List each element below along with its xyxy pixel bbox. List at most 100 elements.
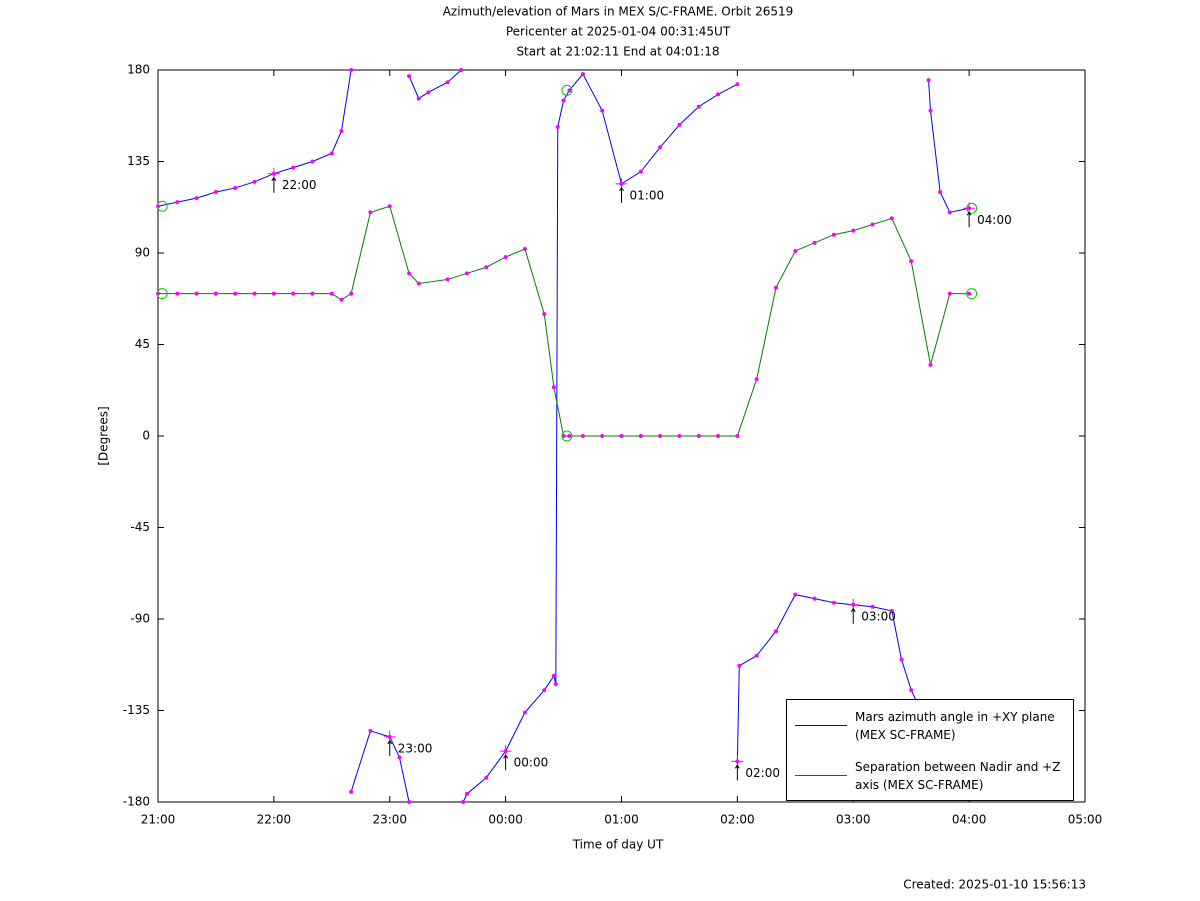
y-tick-label: 45: [135, 337, 150, 351]
annotation-label: 23:00: [398, 741, 433, 755]
point-marker: [465, 271, 469, 276]
point-marker: [339, 297, 344, 302]
point-marker: [542, 688, 547, 693]
point-marker: [329, 291, 334, 296]
point-marker: [567, 88, 572, 93]
annotation-label: 01:00: [630, 188, 665, 202]
legend: Mars azimuth angle in +XY plane (MEX SC-…: [786, 699, 1074, 801]
point-marker: [928, 108, 933, 113]
highlight-circle: [156, 200, 168, 212]
x-tick-label: 21:00: [141, 813, 176, 827]
point-marker: [889, 216, 894, 221]
y-tick-label: 90: [135, 246, 150, 260]
point-marker: [233, 291, 238, 296]
x-tick-label: 23:00: [372, 813, 407, 827]
point-marker: [561, 98, 566, 103]
annotation-arrow: [734, 764, 740, 781]
point-marker: [233, 185, 238, 190]
point-marker: [793, 248, 798, 253]
y-tick-label: 135: [127, 154, 150, 168]
point-marker: [716, 92, 721, 97]
point-marker: [349, 68, 354, 72]
point-marker: [774, 285, 778, 290]
point-marker: [522, 246, 527, 251]
x-tick-label: 22:00: [257, 813, 292, 827]
annotation-arrow: [271, 176, 277, 193]
point-marker: [416, 281, 421, 286]
legend-label: Separation between Nadir and +Z axis (ME…: [855, 760, 1061, 792]
point-marker: [555, 124, 560, 129]
point-marker: [213, 190, 218, 194]
point-marker: [445, 80, 450, 85]
point-marker: [553, 682, 558, 687]
point-marker: [194, 291, 199, 296]
point-marker: [484, 775, 489, 780]
point-marker: [503, 255, 508, 260]
point-marker: [909, 688, 914, 693]
annotation-label: 00:00: [514, 756, 549, 770]
point-marker: [580, 434, 585, 438]
point-marker: [735, 434, 740, 438]
point-marker: [600, 434, 605, 438]
point-marker: [368, 210, 373, 215]
point-marker: [213, 291, 218, 296]
subtitle: Pericenter at 2025-01-04 00:31:45UT: [506, 25, 731, 39]
point-marker: [339, 129, 344, 133]
point-marker: [658, 145, 663, 150]
point-marker: [349, 789, 354, 794]
highlight-circle: [966, 288, 978, 300]
point-marker: [310, 291, 315, 296]
x-tick-label: 02:00: [720, 813, 755, 827]
point-marker: [947, 210, 952, 215]
point-marker: [696, 104, 701, 109]
point-marker: [461, 800, 466, 804]
y-tick-label: 180: [127, 63, 150, 77]
annotation-label: 02:00: [745, 766, 780, 780]
legend-swatch: [795, 775, 847, 776]
point-marker: [851, 228, 856, 233]
point-marker: [291, 291, 296, 296]
point-marker: [291, 165, 296, 170]
point-marker: [156, 291, 160, 296]
point-marker: [870, 604, 875, 609]
x-tick-label: 00:00: [488, 813, 523, 827]
x-tick-label: 01:00: [604, 813, 639, 827]
point-marker: [465, 791, 469, 796]
point-marker: [407, 271, 412, 276]
point-marker: [928, 362, 933, 367]
point-marker: [716, 434, 721, 438]
point-marker: [252, 291, 257, 296]
point-marker: [831, 232, 836, 237]
highlight-circle: [561, 430, 573, 442]
footer: Created: 2025-01-10 15:56:13: [903, 878, 1086, 892]
point-marker: [600, 108, 605, 113]
y-axis-label: [Degrees]: [97, 406, 111, 465]
point-marker: [368, 728, 373, 733]
y-tick-label: -90: [130, 612, 150, 626]
chart-title: Azimuth/elevation of Mars in MEX S/C-FRA…: [443, 5, 794, 19]
point-marker: [831, 600, 836, 605]
point-marker: [252, 179, 257, 184]
point-marker: [407, 74, 412, 79]
point-marker: [349, 291, 354, 296]
point-marker: [397, 755, 402, 760]
point-marker: [870, 222, 875, 227]
legend-label: Mars azimuth angle in +XY plane (MEX SC-…: [855, 710, 1055, 742]
point-marker: [271, 291, 276, 296]
y-tick-label: -180: [123, 795, 150, 809]
point-marker: [407, 800, 412, 804]
point-marker: [967, 291, 972, 296]
y-tick-label: 0: [142, 429, 150, 443]
point-marker: [329, 151, 334, 156]
point-marker: [677, 434, 682, 438]
annotation-arrow: [850, 607, 856, 624]
x-axis-label: Time of day UT: [572, 838, 664, 852]
point-marker: [754, 653, 759, 658]
point-marker: [774, 629, 778, 634]
x-tick-label: 03:00: [836, 813, 871, 827]
point-marker: [793, 592, 798, 597]
point-marker: [426, 90, 431, 95]
point-marker: [737, 663, 742, 668]
